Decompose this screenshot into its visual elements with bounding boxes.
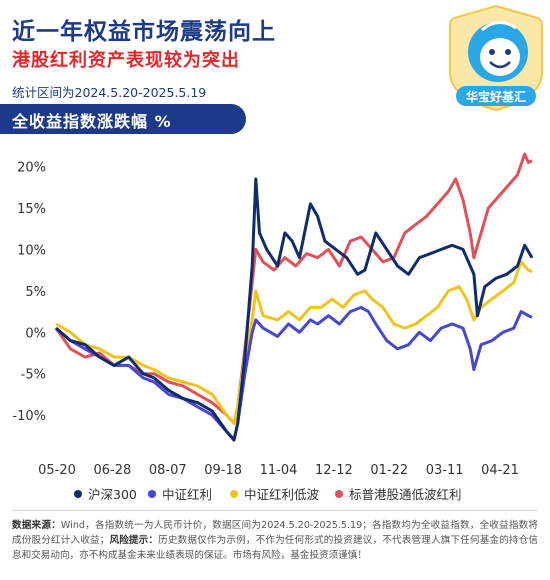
- chart: 20% 15% 10% 5% 0% -5% -10% 05-20 06-28 08-07 09-1…: [12, 152, 534, 478]
- x-tick-label: 09-18: [204, 463, 242, 478]
- x-tick-label: 11-04: [260, 463, 298, 478]
- x-tick-label: 08-07: [149, 463, 187, 478]
- legend-dot-icon: [148, 489, 156, 498]
- legend-label: 标普港股通低波红利: [349, 487, 462, 502]
- legend-item: 中证红利: [148, 484, 212, 503]
- legend-dot-icon: [230, 489, 238, 498]
- page-subtitle: 港股红利资产表现较为突出: [12, 50, 240, 71]
- legend-label: 沪深300: [88, 487, 137, 502]
- chart-title: 全收益指数涨跌幅 %: [12, 112, 172, 131]
- page-title: 近一年权益市场震荡向上: [12, 19, 276, 45]
- x-tick-label: 06-28: [93, 463, 131, 478]
- legend-dot-icon: [335, 489, 343, 498]
- x-tick-label: 05-20: [38, 463, 76, 478]
- y-tick-label: 5%: [25, 285, 46, 300]
- y-tick-label: -5%: [21, 368, 46, 383]
- y-tick-label: 10%: [17, 243, 46, 258]
- source-text: Wind，各指数统一为人民币计价，数据区间为2024.5.20-2025.5.1…: [12, 520, 538, 546]
- legend-dot-icon: [74, 489, 82, 498]
- period-note: 统计区间为2024.5.20-2025.5.19: [12, 85, 207, 100]
- legend-item: 中证红利低波: [230, 484, 319, 503]
- brand-name: 华宝好基汇: [466, 89, 526, 104]
- risk-text: 历史数据仅作为示例，不作为任何形式的投资建议，不代表管理人旗下任何基金的持仓信息…: [12, 535, 539, 561]
- series-line-0: [55, 177, 534, 442]
- legend-item: 标普港股通低波红利: [335, 484, 462, 503]
- legend-label: 中证红利: [162, 487, 213, 502]
- legend-item: 沪深300: [74, 484, 137, 503]
- series-line-2: [55, 260, 533, 425]
- source-label: 数据来源：: [12, 520, 61, 531]
- x-tick-label: 01-22: [370, 463, 408, 478]
- chart-banner: 全收益指数涨跌幅 %: [0, 104, 246, 134]
- x-tick-label: 04-21: [481, 463, 519, 478]
- series-lines: [54, 152, 534, 442]
- divider: [12, 510, 538, 511]
- x-axis-ticks: 05-20 06-28 08-07 09-18 11-04 12-12 01-22 03-11…: [38, 463, 519, 478]
- x-tick-label: 03-11: [426, 463, 464, 478]
- x-tick-label: 12-12: [315, 463, 353, 478]
- series-line-3: [54, 152, 533, 425]
- y-tick-label: -10%: [12, 409, 46, 424]
- y-axis-ticks: 20% 15% 10% 5% 0% -5% -10%: [12, 161, 46, 425]
- y-tick-label: 20%: [17, 161, 46, 176]
- series-line-1: [55, 305, 533, 442]
- y-tick-label: 0%: [25, 326, 46, 341]
- footnote: 数据来源：Wind，各指数统一为人民币计价，数据区间为2024.5.20-202…: [12, 518, 538, 563]
- risk-label: 风险提示：: [109, 535, 159, 546]
- y-tick-label: 15%: [17, 202, 46, 217]
- mascot-logo: 华宝好基汇: [449, 4, 543, 112]
- legend-label: 中证红利低波: [244, 487, 320, 502]
- legend: 沪深300 中证红利 中证红利低波 标普港股通低波红利: [0, 484, 550, 504]
